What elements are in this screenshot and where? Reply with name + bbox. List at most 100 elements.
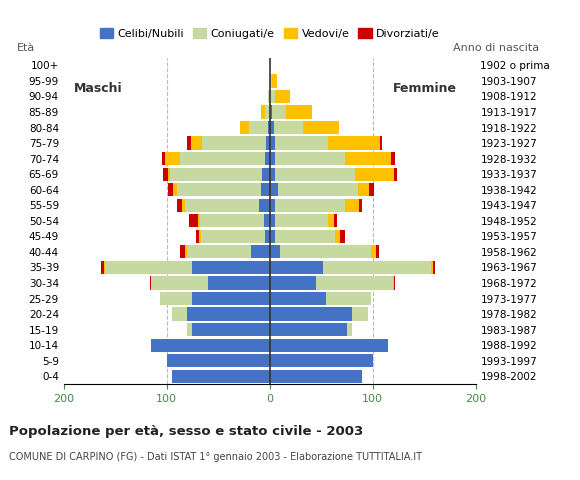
Bar (101, 261, 104, 274)
Bar (266, 136, 270, 150)
Bar (263, 214, 270, 228)
Bar (201, 230, 264, 243)
Bar (270, 261, 323, 274)
Bar (160, 292, 193, 305)
Bar (270, 323, 347, 336)
Bar (270, 308, 352, 321)
Bar (376, 245, 379, 259)
Bar (267, 121, 270, 134)
Bar (323, 261, 432, 274)
Bar (270, 168, 275, 181)
Bar (270, 354, 372, 367)
Bar (303, 121, 339, 134)
Bar (316, 276, 393, 289)
Bar (264, 230, 270, 243)
Bar (275, 136, 328, 150)
Bar (274, 121, 303, 134)
Bar (328, 214, 334, 228)
Bar (270, 245, 280, 259)
Bar (262, 106, 264, 119)
Bar (182, 199, 185, 212)
Legend: Celibi/Nubili, Coniugati/e, Vedovi/e, Divorziati/e: Celibi/Nubili, Coniugati/e, Vedovi/e, Di… (95, 24, 444, 43)
Bar (195, 230, 199, 243)
Bar (358, 183, 368, 196)
Bar (359, 199, 362, 212)
Bar (264, 106, 270, 119)
Bar (433, 261, 436, 274)
Bar (150, 276, 151, 289)
Bar (151, 338, 270, 352)
Bar (263, 168, 270, 181)
Bar (270, 199, 275, 212)
Bar (187, 245, 251, 259)
Bar (393, 276, 394, 289)
Bar (275, 168, 355, 181)
Bar (335, 230, 340, 243)
Bar (270, 338, 388, 352)
Bar (394, 276, 396, 289)
Bar (151, 276, 208, 289)
Bar (270, 106, 272, 119)
Text: COMUNE DI CARPINO (FG) - Dati ISTAT 1° gennaio 2003 - Elaborazione TUTTITALIA.IT: COMUNE DI CARPINO (FG) - Dati ISTAT 1° g… (9, 452, 422, 462)
Bar (275, 152, 345, 165)
Bar (272, 106, 286, 119)
Bar (286, 106, 312, 119)
Bar (165, 152, 180, 165)
Text: Femmine: Femmine (393, 82, 457, 95)
Bar (278, 183, 358, 196)
Bar (193, 261, 270, 274)
Bar (391, 152, 396, 165)
Bar (270, 74, 272, 87)
Bar (185, 199, 259, 212)
Bar (202, 136, 266, 150)
Bar (328, 136, 380, 150)
Bar (177, 199, 182, 212)
Bar (270, 214, 275, 228)
Bar (170, 168, 263, 181)
Bar (198, 214, 200, 228)
Bar (270, 90, 275, 103)
Bar (270, 136, 275, 150)
Bar (191, 136, 202, 150)
Bar (259, 199, 270, 212)
Text: Anno di nascita: Anno di nascita (454, 43, 539, 53)
Bar (345, 152, 391, 165)
Bar (280, 245, 371, 259)
Bar (193, 292, 270, 305)
Bar (352, 308, 368, 321)
Bar (251, 245, 270, 259)
Bar (173, 183, 177, 196)
Bar (172, 308, 187, 321)
Bar (340, 230, 345, 243)
Bar (432, 261, 433, 274)
Bar (275, 214, 328, 228)
Bar (168, 183, 173, 196)
Text: Popolazione per età, sesso e stato civile - 2003: Popolazione per età, sesso e stato civil… (9, 425, 363, 438)
Bar (355, 168, 394, 181)
Bar (177, 183, 262, 196)
Bar (334, 214, 336, 228)
Bar (270, 121, 274, 134)
Bar (208, 276, 270, 289)
Bar (327, 292, 371, 305)
Text: Età: Età (16, 43, 35, 53)
Bar (105, 261, 193, 274)
Bar (162, 152, 165, 165)
Bar (270, 276, 316, 289)
Bar (240, 121, 249, 134)
Bar (190, 214, 198, 228)
Bar (104, 261, 105, 274)
Bar (187, 136, 191, 150)
Bar (262, 183, 270, 196)
Bar (272, 74, 277, 87)
Bar (275, 90, 290, 103)
Bar (380, 136, 382, 150)
Bar (267, 90, 270, 103)
Text: Maschi: Maschi (74, 82, 123, 95)
Bar (199, 230, 201, 243)
Bar (347, 323, 352, 336)
Bar (368, 183, 374, 196)
Bar (371, 245, 376, 259)
Bar (187, 308, 270, 321)
Bar (180, 245, 185, 259)
